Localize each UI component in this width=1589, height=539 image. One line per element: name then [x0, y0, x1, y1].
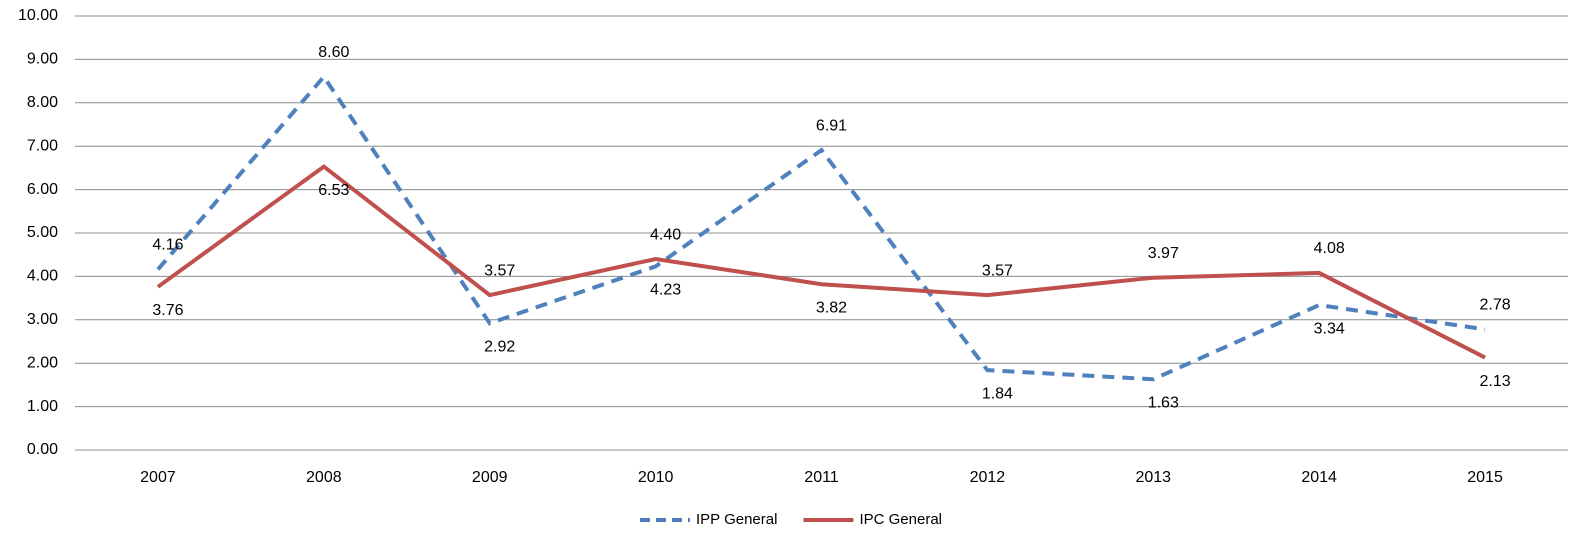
data-label: 4.08 — [1314, 240, 1345, 257]
data-label: 3.57 — [484, 262, 515, 279]
x-tick-label: 2009 — [472, 469, 508, 486]
y-tick-label: 3.00 — [27, 311, 58, 328]
y-tick-label: 10.00 — [18, 7, 58, 24]
y-tick-label: 2.00 — [27, 354, 58, 371]
y-tick-label: 8.00 — [27, 94, 58, 111]
data-label: 3.34 — [1314, 320, 1345, 337]
data-label: 8.60 — [318, 44, 349, 61]
data-label: 1.63 — [1148, 394, 1179, 411]
legend-label: IPP General — [696, 511, 777, 528]
x-tick-label: 2007 — [140, 469, 176, 486]
y-tick-label: 6.00 — [27, 181, 58, 198]
data-label: 3.97 — [1148, 245, 1179, 262]
x-tick-label: 2015 — [1467, 469, 1503, 486]
y-tick-label: 4.00 — [27, 268, 58, 285]
series-line — [156, 73, 1486, 382]
legend-label: IPC General — [859, 511, 942, 528]
data-label: 4.16 — [152, 237, 183, 254]
x-tick-label: 2008 — [306, 469, 342, 486]
x-tick-label: 2012 — [970, 469, 1006, 486]
y-tick-label: 0.00 — [27, 441, 58, 458]
data-label: 3.76 — [152, 302, 183, 319]
data-label: 1.84 — [982, 385, 1013, 402]
y-tick-label: 5.00 — [27, 224, 58, 241]
data-label: 2.92 — [484, 338, 515, 355]
y-tick-label: 1.00 — [27, 398, 58, 415]
x-tick-label: 2010 — [638, 469, 674, 486]
data-label: 4.40 — [650, 226, 681, 243]
y-tick-label: 7.00 — [27, 137, 58, 154]
y-tick-label: 9.00 — [27, 51, 58, 68]
data-label: 2.78 — [1479, 297, 1510, 314]
x-tick-label: 2013 — [1135, 469, 1171, 486]
data-label: 4.23 — [650, 282, 681, 299]
data-label: 2.13 — [1479, 373, 1510, 390]
data-label: 6.53 — [318, 182, 349, 199]
series-line — [156, 164, 1486, 360]
x-tick-label: 2014 — [1301, 469, 1337, 486]
data-label: 3.82 — [816, 299, 847, 316]
data-label: 3.57 — [982, 262, 1013, 279]
x-tick-label: 2011 — [804, 469, 839, 486]
data-label: 6.91 — [816, 117, 847, 134]
